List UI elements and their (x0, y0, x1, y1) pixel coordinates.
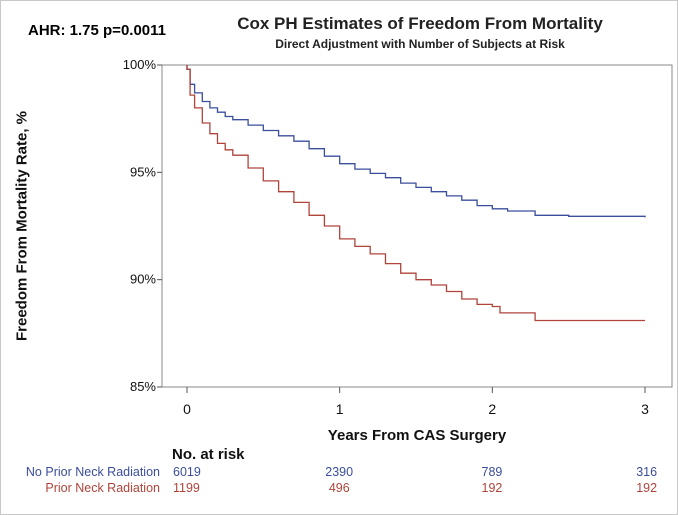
plot-frame (161, 64, 673, 388)
x-tick-label: 3 (641, 401, 649, 417)
risk-table-title: No. at risk (172, 446, 245, 463)
x-tick-label: 1 (336, 401, 344, 417)
y-tick-label: 100% (123, 57, 157, 72)
y-tick-label: 95% (130, 164, 156, 179)
risk-row-label: Prior Neck Radiation (45, 481, 160, 495)
x-tick-label: 0 (183, 401, 191, 417)
x-tick-label: 2 (488, 401, 496, 417)
series-line-prior-radiation (186, 65, 645, 322)
risk-count: 192 (636, 481, 658, 495)
chart-title: Cox PH Estimates of Freedom From Mortali… (237, 14, 603, 33)
chart-subtitle: Direct Adjustment with Number of Subject… (275, 37, 565, 51)
risk-row-label: No Prior Neck Radiation (25, 465, 160, 479)
y-tick-label: 90% (130, 272, 156, 287)
series-layer (186, 65, 646, 322)
risk-count: 2390 (325, 465, 354, 479)
y-axis: 85% 90% 95% 100% (123, 57, 162, 394)
hazard-ratio-annotation: AHR: 1.75 p=0.0011 (28, 22, 166, 39)
risk-row: No Prior Neck Radiation 6019 2390 789 316 (0, 465, 678, 481)
risk-count: 192 (481, 481, 503, 495)
risk-count: 1199 (173, 481, 200, 495)
x-axis: 0 1 2 3 (183, 387, 649, 417)
risk-count: 789 (481, 465, 503, 479)
risk-count: 496 (328, 481, 350, 495)
risk-count: 316 (636, 465, 658, 479)
x-axis-label: Years From CAS Surgery (327, 427, 507, 444)
y-tick-label: 85% (130, 379, 156, 394)
risk-count: 6019 (173, 465, 201, 479)
risk-row: Prior Neck Radiation 1199 496 192 192 (0, 481, 678, 497)
series-line-no-prior-radiation (186, 65, 646, 218)
